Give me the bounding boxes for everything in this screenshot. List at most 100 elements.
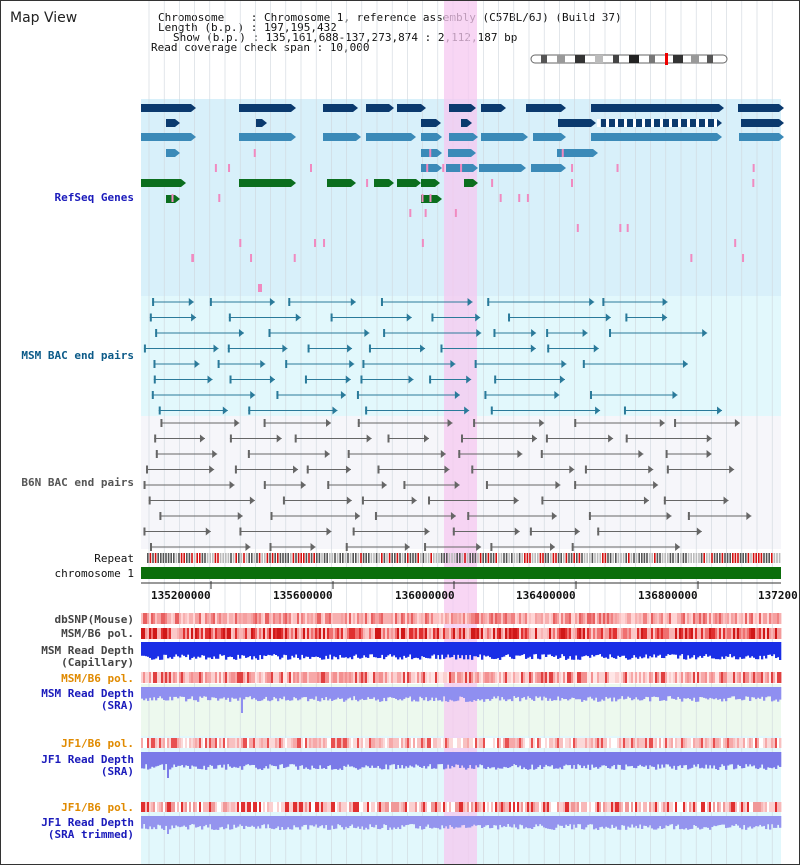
dbsnp-density xyxy=(549,613,552,624)
msm-bac-pair-end xyxy=(383,329,386,337)
dbsnp-density xyxy=(301,613,304,624)
jf1-depth-bar xyxy=(561,752,564,770)
msm-sra-polymorphism xyxy=(529,672,532,683)
jf1-trimmed-depth-bar xyxy=(209,816,212,825)
b6n-bac-pair-end xyxy=(539,419,545,427)
dbsnp-density xyxy=(621,613,624,624)
b6n-bac-track-label[interactable]: B6N BAC end pairs xyxy=(21,476,134,489)
jf1-polymorphism-2 xyxy=(231,802,234,812)
dbsnp-density xyxy=(769,613,772,624)
msm-sra-depth-bar xyxy=(549,687,552,699)
chromosome-track-label[interactable]: chromosome 1 xyxy=(54,567,134,580)
msm-bac-pair-end xyxy=(589,298,595,306)
msm-b6-pol-label-2[interactable]: MSM/B6 pol. xyxy=(61,672,134,685)
msm-b6-polymorphism xyxy=(649,628,652,639)
repeat-mark xyxy=(531,553,534,563)
repeat-mark xyxy=(492,553,495,563)
jf1-polymorphism-2 xyxy=(577,802,580,812)
msm-sra-depth-bar xyxy=(377,687,380,700)
jf1-depth-label-1[interactable]: JF1 Read Depth xyxy=(41,753,134,766)
jf1-depth-bar xyxy=(583,752,586,766)
jf1-trimmed-depth-bar xyxy=(473,816,476,825)
jf1-polymorphism-2 xyxy=(601,802,604,812)
jf1-polymorphism-2 xyxy=(325,802,328,812)
msm-capillary-depth-bar xyxy=(627,642,630,660)
jf1-polymorphism-2 xyxy=(505,802,508,812)
jf1-depth-bar xyxy=(161,752,164,765)
msm-bac-pair-end xyxy=(360,375,363,384)
selected-region-highlight[interactable] xyxy=(444,1,477,865)
jf1-pol-label-2[interactable]: JF1/B6 pol. xyxy=(61,801,134,814)
refseq-track-label[interactable]: RefSeq Genes xyxy=(54,191,134,204)
msm-capillary-depth-bar xyxy=(181,642,184,655)
msm-b6-polymorphism xyxy=(745,628,748,639)
jf1-depth-bar xyxy=(431,752,434,769)
msm-b6-polymorphism xyxy=(243,628,246,639)
repeat-mark xyxy=(466,553,469,563)
jf1-depth-bar xyxy=(221,752,224,768)
msm-sra-depth-bar xyxy=(725,687,728,702)
jf1-trim-label-1[interactable]: JF1 Read Depth xyxy=(41,816,134,829)
dbsnp-track-label[interactable]: dbSNP(Mouse) xyxy=(54,613,134,626)
jf1-trimmed-depth-bar xyxy=(431,816,434,829)
msm-sra-polymorphism xyxy=(171,672,174,683)
msm-sra-depth-bar xyxy=(211,687,214,698)
msm-b6-polymorphism xyxy=(371,628,374,639)
msm-b6-polymorphism xyxy=(435,628,438,639)
gene-strand-arrow xyxy=(561,104,566,112)
jf1-polymorphism-2 xyxy=(767,802,770,812)
chromosome-bar[interactable] xyxy=(141,567,781,579)
jf1-polymorphism xyxy=(321,738,324,748)
b6n-bac-pair-end xyxy=(659,419,665,427)
msm-sra-polymorphism xyxy=(629,672,632,683)
b6n-bac-pair-end xyxy=(450,512,456,520)
msm-capillary-depth-bar xyxy=(435,642,438,659)
msm-sra-depth-bar xyxy=(331,687,334,701)
msm-b6-polymorphism xyxy=(315,628,318,639)
msm-sra-polymorphism xyxy=(399,672,402,683)
jf1-depth-bar xyxy=(743,752,746,769)
msm-sra-depth-bar xyxy=(541,687,544,701)
jf1-polymorphism-2 xyxy=(723,802,726,812)
dbsnp-density xyxy=(751,613,754,624)
msm-capillary-depth-bar xyxy=(183,642,186,656)
dbsnp-density xyxy=(515,613,518,624)
jf1-depth-bar xyxy=(529,752,532,770)
msm-b6-pol-label[interactable]: MSM/B6 pol. xyxy=(61,627,134,640)
msm-capillary-depth-bar xyxy=(405,642,408,658)
jf1-depth-bar xyxy=(481,752,484,766)
jf1-polymorphism xyxy=(285,738,288,748)
msm-b6-polymorphism xyxy=(211,628,214,639)
msm-sra-polymorphism xyxy=(633,672,636,683)
msm-depth-capillary-label-1[interactable]: MSM Read Depth xyxy=(41,644,134,657)
dbsnp-density xyxy=(321,613,324,624)
msm-capillary-depth-bar xyxy=(531,642,534,660)
repeat-track-label[interactable]: Repeat xyxy=(94,552,134,565)
jf1-trimmed-depth-bar xyxy=(467,816,470,828)
msm-sra-depth-bar xyxy=(499,687,502,701)
jf1-polymorphism-2 xyxy=(183,802,186,812)
msm-depth-sra-label-1[interactable]: MSM Read Depth xyxy=(41,687,134,700)
msm-sra-depth-bar xyxy=(765,687,768,698)
chromosome-ideogram[interactable] xyxy=(530,53,728,65)
msm-sra-depth-bar xyxy=(301,687,304,698)
repeat-mark xyxy=(700,553,703,563)
jf1-pol-label[interactable]: JF1/B6 pol. xyxy=(61,737,134,750)
dbsnp-density xyxy=(393,613,396,624)
msm-b6-polymorphism xyxy=(515,628,518,639)
msm-bac-pair-end xyxy=(282,344,288,353)
b6n-bac-pair-end xyxy=(237,512,243,520)
msm-sra-polymorphism xyxy=(547,672,550,683)
msm-sra-polymorphism xyxy=(561,672,564,683)
msm-sra-depth-bar xyxy=(267,687,270,701)
msm-bac-track-label[interactable]: MSM BAC end pairs xyxy=(21,349,134,362)
gene-strand-arrow xyxy=(561,164,566,172)
msm-bac-pair-end xyxy=(228,313,231,322)
msm-sra-depth-bar xyxy=(569,687,572,700)
jf1-polymorphism xyxy=(359,738,362,748)
msm-sra-polymorphism xyxy=(391,672,394,683)
msm-capillary-depth-bar xyxy=(269,642,272,656)
dbsnp-density xyxy=(363,613,366,624)
msm-sra-depth-bar xyxy=(523,687,526,698)
